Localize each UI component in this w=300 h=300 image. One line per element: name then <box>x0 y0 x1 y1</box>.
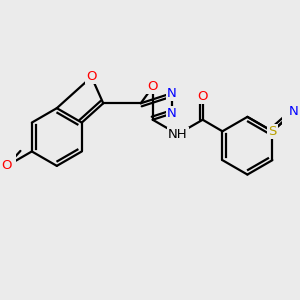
Text: NH: NH <box>168 128 188 141</box>
Text: N: N <box>289 106 299 118</box>
Text: S: S <box>268 125 277 138</box>
Text: O: O <box>86 70 97 83</box>
Text: O: O <box>2 159 12 172</box>
Text: O: O <box>197 90 208 103</box>
Text: N: N <box>167 107 177 120</box>
Text: O: O <box>148 80 158 93</box>
Text: N: N <box>167 87 177 100</box>
